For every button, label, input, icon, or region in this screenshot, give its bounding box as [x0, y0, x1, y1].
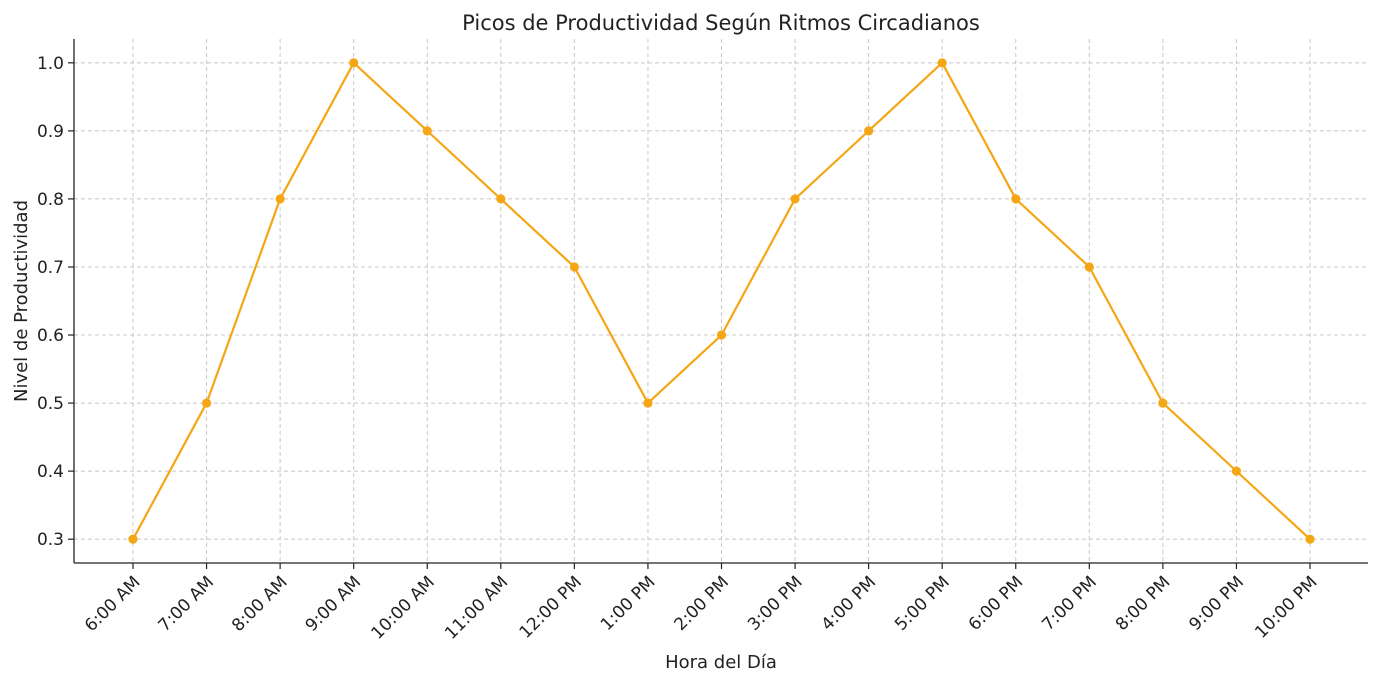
y-axis-title: Nivel de Productividad	[11, 200, 32, 402]
y-tick-label: 0.6	[37, 326, 64, 346]
x-tick-label: 6:00 AM	[81, 572, 145, 636]
x-tick-label: 10:00 AM	[368, 572, 439, 643]
data-point	[1158, 398, 1168, 408]
data-point	[422, 126, 432, 136]
data-point	[864, 126, 874, 136]
data-point	[1305, 534, 1315, 544]
y-tick-label: 0.4	[37, 462, 64, 482]
y-tick-label: 0.3	[37, 530, 64, 550]
y-tick-label: 0.5	[37, 394, 64, 414]
series	[128, 58, 1315, 544]
x-tick-labels: 6:00 AM 7:00 AM 8:00 AM 9:00 AM 10:00 AM 11:0…	[81, 563, 1322, 644]
y-tick-label: 0.9	[37, 122, 64, 142]
x-tick-label: 3:00 PM	[744, 572, 807, 635]
x-tick-label: 7:00 PM	[1038, 572, 1101, 635]
x-tick-label: 9:00 PM	[1185, 572, 1248, 635]
y-tick-label: 0.7	[37, 258, 64, 278]
x-tick-label: 8:00 PM	[1112, 572, 1175, 635]
data-point	[201, 398, 212, 408]
data-point	[643, 398, 653, 408]
x-axis-title: Hora del Día	[665, 652, 777, 673]
x-tick-label: 8:00 AM	[228, 572, 292, 636]
grid	[74, 39, 1368, 563]
data-point	[790, 194, 800, 204]
x-tick-label: 4:00 PM	[818, 572, 881, 635]
x-tick-label: 5:00 PM	[891, 572, 954, 635]
x-tick-label: 6:00 PM	[965, 572, 1028, 635]
data-point	[569, 262, 579, 272]
chart-title: Picos de Productividad Según Ritmos Circ…	[462, 11, 980, 35]
y-tick-label: 1.0	[37, 54, 64, 74]
data-point	[275, 194, 285, 204]
data-point	[1084, 262, 1094, 272]
data-point	[349, 58, 359, 68]
x-tick-label: 1:00 PM	[597, 572, 660, 635]
data-point	[496, 194, 506, 204]
y-tick-labels: 0.3 0.4 0.5 0.6 0.7 0.8 0.9 1.0	[37, 54, 74, 550]
x-tick-label: 2:00 PM	[670, 572, 733, 635]
data-point	[128, 534, 138, 544]
data-point	[1231, 466, 1242, 476]
data-point	[1011, 194, 1021, 204]
x-tick-label: 7:00 AM	[155, 572, 219, 636]
x-tick-label: 11:00 AM	[441, 572, 512, 643]
data-point	[716, 330, 727, 340]
y-tick-label: 0.8	[37, 190, 64, 210]
x-tick-label: 10:00 PM	[1251, 572, 1321, 642]
data-point	[937, 58, 947, 68]
x-tick-label: 9:00 AM	[302, 572, 366, 636]
x-tick-label: 12:00 PM	[516, 572, 586, 642]
